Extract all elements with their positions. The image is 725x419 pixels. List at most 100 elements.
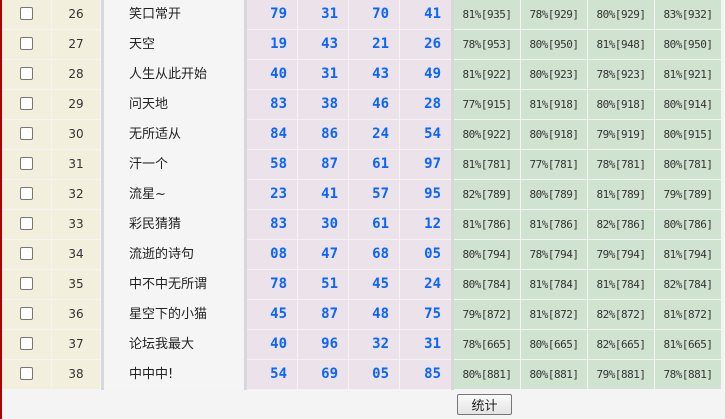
pick-number: 58: [247, 150, 297, 179]
row-number: 30: [52, 120, 100, 149]
row-checkbox[interactable]: [20, 67, 33, 80]
row-number: 32: [52, 180, 100, 209]
row-checkbox[interactable]: [20, 187, 33, 200]
row-checkbox[interactable]: [20, 337, 33, 350]
hit-rate: 81%[921]: [655, 60, 721, 89]
pick-number: 43: [298, 30, 348, 59]
hit-rate: 81%[935]: [454, 0, 520, 29]
pick-number: 46: [349, 90, 399, 119]
pick-number: 70: [349, 0, 399, 29]
hit-rate: 81%[872]: [655, 300, 721, 329]
hit-rate: 80%[929]: [588, 0, 654, 29]
pick-number: 75: [400, 300, 451, 329]
hit-rate: 80%[665]: [521, 330, 587, 359]
select-cell: [2, 210, 51, 239]
hit-rate: 82%[786]: [588, 210, 654, 239]
row-checkbox[interactable]: [20, 157, 33, 170]
row-checkbox[interactable]: [20, 277, 33, 290]
row-checkbox[interactable]: [20, 7, 33, 20]
pick-number: 69: [298, 360, 348, 389]
row-checkbox[interactable]: [20, 307, 33, 320]
select-cell: [2, 150, 51, 179]
row-number: 26: [52, 0, 100, 29]
row-number: 29: [52, 90, 100, 119]
pick-number: 31: [298, 60, 348, 89]
pick-number: 54: [400, 120, 451, 149]
hit-rate: 81%[789]: [588, 180, 654, 209]
row-checkbox[interactable]: [20, 37, 33, 50]
pick-number: 83: [247, 90, 297, 119]
user-name: 中中中!: [104, 360, 243, 389]
hit-rate: 79%[872]: [454, 300, 520, 329]
user-name: 天空: [104, 30, 243, 59]
hit-rate: 80%[918]: [588, 90, 654, 119]
pick-number: 61: [349, 210, 399, 239]
hit-rate: 79%[881]: [588, 360, 654, 389]
hit-rate: 80%[881]: [454, 360, 520, 389]
pick-number: 32: [349, 330, 399, 359]
hit-rate: 81%[665]: [655, 330, 721, 359]
user-name: 笑口常开: [104, 0, 243, 29]
pick-number: 51: [298, 270, 348, 299]
pick-number: 28: [400, 90, 451, 119]
column-separator: [451, 0, 454, 390]
pick-number: 40: [247, 330, 297, 359]
pick-number: 40: [247, 60, 297, 89]
row-checkbox[interactable]: [20, 217, 33, 230]
column-separator: [101, 0, 104, 390]
pick-number: 12: [400, 210, 451, 239]
row-checkbox[interactable]: [20, 97, 33, 110]
select-cell: [2, 30, 51, 59]
pick-number: 96: [298, 330, 348, 359]
pick-number: 83: [247, 210, 297, 239]
pick-number: 84: [247, 120, 297, 149]
select-cell: [2, 360, 51, 389]
hit-rate: 80%[789]: [521, 180, 587, 209]
pick-number: 41: [400, 0, 451, 29]
pick-number: 31: [400, 330, 451, 359]
pick-number: 85: [400, 360, 451, 389]
row-checkbox[interactable]: [20, 367, 33, 380]
pick-number: 86: [298, 120, 348, 149]
column-separator: [244, 0, 247, 390]
pick-number: 95: [400, 180, 451, 209]
hit-rate: 78%[794]: [521, 240, 587, 269]
hit-rate: 78%[881]: [655, 360, 721, 389]
select-cell: [2, 180, 51, 209]
hit-rate: 78%[923]: [588, 60, 654, 89]
user-name: 论坛我最大: [104, 330, 243, 359]
statistics-button[interactable]: 统计: [457, 394, 512, 415]
row-number: 36: [52, 300, 100, 329]
pick-number: 57: [349, 180, 399, 209]
pick-number: 05: [400, 240, 451, 269]
hit-rate: 81%[948]: [588, 30, 654, 59]
row-checkbox[interactable]: [20, 127, 33, 140]
hit-rate: 81%[784]: [588, 270, 654, 299]
hit-rate: 81%[786]: [521, 210, 587, 239]
row-number: 28: [52, 60, 100, 89]
select-cell: [2, 270, 51, 299]
pick-number: 61: [349, 150, 399, 179]
select-cell: [2, 90, 51, 119]
pick-number: 45: [247, 300, 297, 329]
hit-rate: 78%[929]: [521, 0, 587, 29]
pick-number: 43: [349, 60, 399, 89]
row-checkbox[interactable]: [20, 247, 33, 260]
pick-number: 21: [349, 30, 399, 59]
pick-number: 68: [349, 240, 399, 269]
hit-rate: 80%[881]: [521, 360, 587, 389]
pick-number: 79: [247, 0, 297, 29]
row-number: 38: [52, 360, 100, 389]
hit-rate: 82%[789]: [454, 180, 520, 209]
pick-number: 19: [247, 30, 297, 59]
select-cell: [2, 0, 51, 29]
hit-rate: 81%[794]: [655, 240, 721, 269]
hit-rate: 83%[932]: [655, 0, 721, 29]
hit-rate: 78%[953]: [454, 30, 520, 59]
pick-number: 45: [349, 270, 399, 299]
user-name: 人生从此开始: [104, 60, 243, 89]
row-number: 33: [52, 210, 100, 239]
hit-rate: 80%[784]: [454, 270, 520, 299]
hit-rate: 78%[781]: [588, 150, 654, 179]
pick-number: 26: [400, 30, 451, 59]
